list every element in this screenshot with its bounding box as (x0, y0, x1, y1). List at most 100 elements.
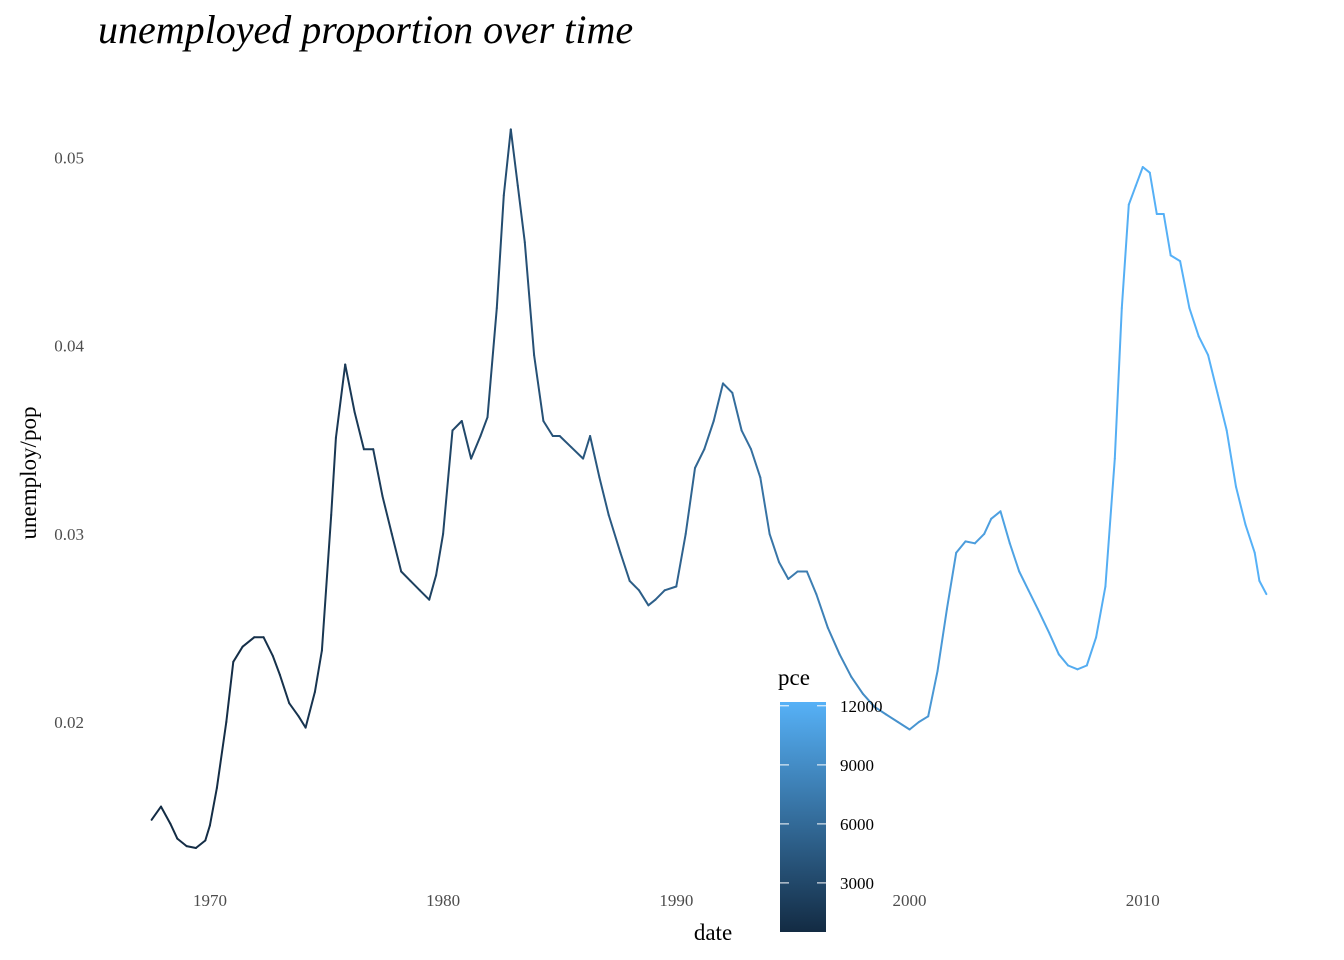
series-line-segment (570, 446, 585, 460)
series-line-segment (1179, 260, 1191, 310)
series-line-segment (885, 713, 899, 723)
series-line-segment (787, 570, 799, 580)
series-line-segment (999, 510, 1011, 545)
series-line-segment (204, 824, 211, 842)
series-line-segment (582, 435, 592, 460)
series-line-segment (502, 128, 512, 197)
series-line-segment (470, 435, 482, 460)
series-line-segment (381, 495, 393, 535)
series-line-segment (703, 420, 715, 451)
series-line-segment (850, 675, 864, 695)
series-line-segment (271, 655, 281, 676)
series-line-segment (654, 589, 666, 601)
y-tick-label: 0.04 (54, 337, 84, 356)
x-tick-label: 2010 (1126, 891, 1160, 910)
series-line-segment (479, 416, 489, 437)
series-line-segment (509, 128, 519, 187)
x-axis-ticks: 1970 1980 1990 2000 2010 (193, 891, 1160, 910)
series-line-segment (1076, 664, 1088, 671)
series-line-segment (1048, 632, 1060, 656)
series-line-segment (638, 589, 650, 607)
legend-title: pce (778, 665, 810, 690)
series-line-segment (516, 184, 526, 244)
series-line-segment (955, 540, 967, 554)
series-line-segment (304, 690, 316, 729)
series-line-segment (826, 626, 841, 656)
series-line-segment (225, 660, 235, 723)
series-line-segment (1148, 171, 1158, 215)
x-tick-label: 1990 (659, 891, 693, 910)
series-line-segment (558, 435, 573, 449)
series-line-segment (768, 532, 780, 564)
x-tick-label: 1980 (426, 891, 460, 910)
series-line-segment (353, 410, 365, 451)
series-line-segment (372, 448, 384, 498)
series-line-segment (418, 589, 431, 601)
series-line-segment (169, 822, 179, 840)
legend-colorbar (780, 702, 826, 932)
series-line-segment (1225, 429, 1237, 488)
series-line-segment (1095, 585, 1107, 639)
series-line-segment (1244, 523, 1256, 554)
y-tick-label: 0.05 (54, 149, 84, 168)
series-line-segment (973, 532, 986, 545)
series-line-segment (964, 540, 976, 545)
y-axis-ticks: 0.02 0.03 0.04 0.05 (54, 149, 84, 732)
series-line-segment (838, 653, 853, 678)
series-line-segment (983, 517, 993, 535)
series-line-segment (936, 608, 948, 673)
series-line-segment (390, 532, 403, 573)
series-line-segment (1027, 589, 1039, 611)
series-line-segment (330, 436, 337, 516)
series-line-segment (896, 721, 911, 731)
series-line-segment (523, 241, 536, 357)
series-line-segment (917, 715, 930, 723)
series-line-segment (435, 532, 445, 577)
series-line-segment (278, 673, 291, 705)
series-line-segment (194, 839, 207, 849)
chart-title: unemployed proportion over time (98, 7, 634, 52)
series-line-segment (428, 574, 438, 601)
series-line-segment (628, 579, 640, 592)
series-line-segment (1197, 335, 1210, 357)
x-tick-label: 1970 (193, 891, 227, 910)
series-line-segment (1162, 213, 1172, 257)
series-line-segment (1188, 307, 1200, 338)
series-line-segment (344, 363, 356, 413)
series-line-segment (1067, 664, 1079, 671)
series-line-segment (945, 551, 958, 611)
series-line-segment (451, 420, 463, 432)
series-line-segment (1258, 579, 1268, 596)
legend-tick-label: 6000 (840, 815, 874, 834)
series-line-segment (288, 702, 300, 718)
series-line-segment (731, 391, 743, 432)
series-line-segment (750, 448, 762, 479)
series-line-segment (722, 382, 734, 394)
series-line-segment (619, 551, 631, 582)
series-line-segment (927, 670, 939, 718)
series-line-segment (334, 363, 347, 439)
legend-tick-label: 12000 (840, 697, 883, 716)
series-line-segment (684, 467, 696, 535)
series-line-segment (442, 429, 454, 535)
series-line-segment (1216, 391, 1228, 432)
series-line-segment (647, 598, 657, 607)
series-line-segment (712, 382, 724, 422)
series-line-segment (1253, 551, 1261, 582)
series-line-segment (778, 561, 790, 580)
series-line-segment (1141, 166, 1151, 174)
x-axis-title: date (694, 920, 732, 945)
series-line-segment (861, 692, 876, 708)
legend-tick-label: 3000 (840, 874, 874, 893)
x-tick-label: 2000 (893, 891, 927, 910)
series-line-segment (1008, 542, 1021, 573)
legend-tick-label: 9000 (840, 756, 874, 775)
series-line-segment (533, 354, 545, 422)
series-line-segment (495, 194, 505, 310)
series-line-segment (176, 837, 188, 848)
y-tick-label: 0.02 (54, 713, 84, 732)
series-line-segment (1113, 307, 1123, 460)
series-line-segment (150, 805, 162, 821)
series-line-segment (400, 570, 412, 582)
